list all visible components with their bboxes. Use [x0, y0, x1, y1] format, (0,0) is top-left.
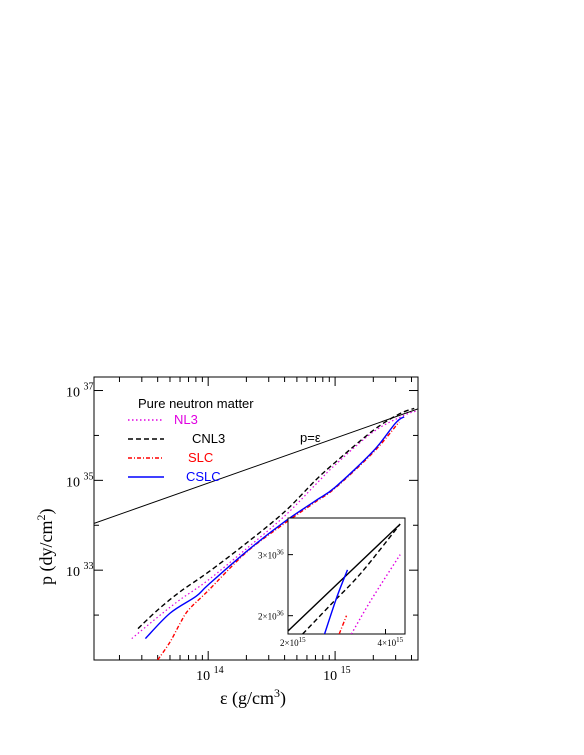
x-tick-label: 10 15	[323, 665, 351, 684]
x-tick-label: 10 14	[196, 665, 224, 684]
plot-frame	[93, 376, 419, 661]
inset-plot: 2×1015 4×1015 2×1036 3×1036	[258, 517, 406, 648]
inset-series-nl3	[350, 554, 401, 634]
series-line-cnl3	[137, 407, 415, 630]
inset-series-slc	[338, 615, 348, 634]
annotation-text: Pure neutron matter	[138, 396, 254, 411]
y-axis-label: p (dy/cm2)	[34, 509, 57, 586]
series-line-cslc	[144, 416, 405, 640]
legend-label-cnl3: CNL3	[192, 431, 225, 446]
line-label-p-eq-eps: p=ε	[300, 430, 321, 445]
legend-label-slc: SLC	[188, 450, 213, 465]
inset-y-tick-label: 3×1036	[258, 549, 284, 561]
x-axis-label: ε (g/cm3)	[220, 686, 286, 709]
inset-y-tick-label: 2×1036	[258, 610, 284, 622]
main-plot: 10 14 10 15 10 33 10 35 10 37 ε (g/cm3) p (dy/…	[34, 376, 419, 709]
legend-label-nl3: NL3	[174, 412, 198, 427]
inset-x-tick-label: 4×1015	[378, 636, 404, 648]
inset-series-cnl3	[302, 523, 401, 634]
y-tick-label: 10 37	[66, 382, 94, 401]
y-tick-label: 10 33	[66, 561, 94, 580]
legend-label-cslc: CSLC	[186, 469, 221, 484]
y-tick-label: 10 35	[66, 471, 94, 490]
inset-x-tick-label: 2×1015	[280, 636, 306, 648]
series-line-p-eq-eps	[94, 408, 418, 524]
inset-series-cslc	[323, 569, 349, 634]
